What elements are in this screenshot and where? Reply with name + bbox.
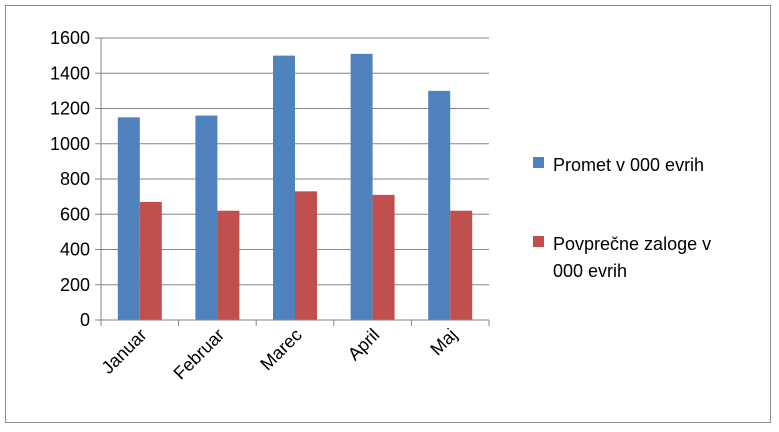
y-tick-label: 200 <box>60 275 90 295</box>
y-tick-label: 1000 <box>50 134 90 154</box>
x-tick-label: Februar <box>170 325 229 384</box>
y-tick-label: 400 <box>60 240 90 260</box>
legend-swatch <box>533 236 544 247</box>
bar-promet-februar <box>195 115 218 320</box>
bars <box>117 53 473 321</box>
axes <box>95 37 490 326</box>
y-tick-label: 1400 <box>50 63 90 83</box>
x-tick-label: Januar <box>98 325 151 378</box>
bar-zaloge-april <box>372 194 395 320</box>
x-tick-label: April <box>344 325 384 365</box>
x-tick-label: Maj <box>426 325 461 360</box>
bar-zaloge-maj <box>450 210 473 320</box>
legend: Promet v 000 evrih Povprečne zaloge v 000 … <box>533 155 711 281</box>
bar-zaloge-januar <box>139 201 162 320</box>
legend-label: Povprečne zaloge v <box>553 234 711 254</box>
y-axis-ticks: 0 200 400 600 800 1000 1200 1400 1600 <box>50 28 90 330</box>
y-tick-label: 800 <box>60 169 90 189</box>
y-tick-label: 1600 <box>50 28 90 48</box>
bar-zaloge-februar <box>217 210 240 320</box>
bar-promet-april <box>350 53 373 321</box>
x-tick-label: Marec <box>256 325 306 375</box>
bar-zaloge-marec <box>295 191 317 320</box>
y-tick-label: 0 <box>80 310 90 330</box>
y-tick-label: 1200 <box>50 99 90 119</box>
legend-label: Promet v 000 evrih <box>553 155 704 175</box>
legend-swatch <box>533 157 544 168</box>
x-axis-ticks: Januar Februar Marec April Maj <box>98 325 461 384</box>
y-tick-label: 600 <box>60 204 90 224</box>
bar-promet-marec <box>273 55 295 320</box>
bar-promet-maj <box>428 90 451 320</box>
bar-promet-januar <box>117 117 140 320</box>
legend-label: 000 evrih <box>553 261 627 281</box>
